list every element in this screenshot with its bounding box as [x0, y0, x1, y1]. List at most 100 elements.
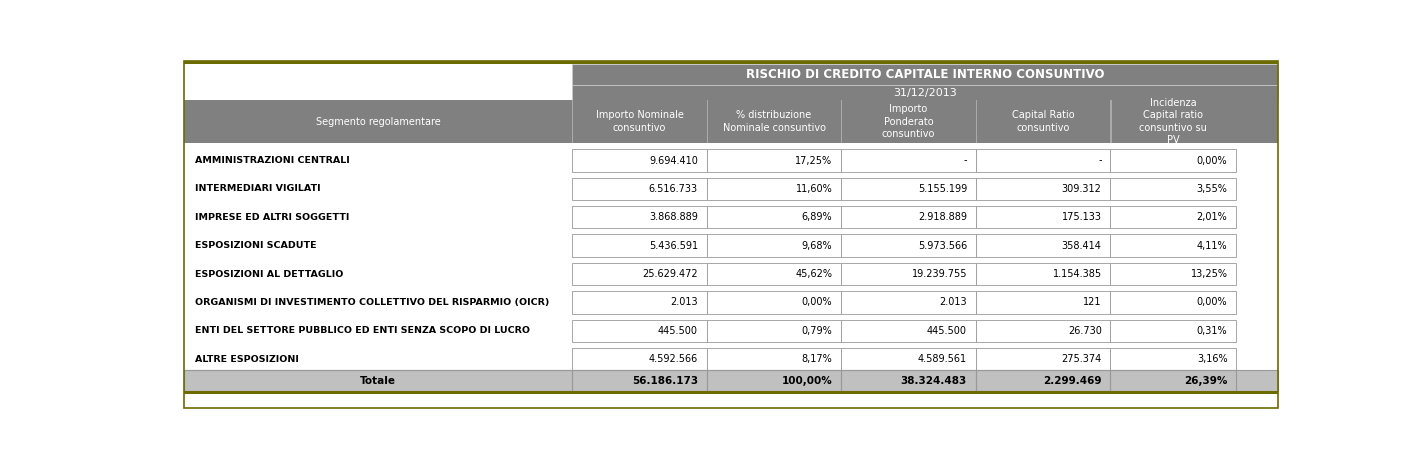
Bar [841, 178, 975, 200]
Text: 0,31%: 0,31% [1196, 326, 1228, 336]
Text: 2.918.889: 2.918.889 [918, 213, 967, 222]
Text: 309.312: 309.312 [1062, 184, 1102, 194]
Bar [1111, 149, 1236, 172]
Bar [707, 178, 841, 200]
Bar [184, 348, 1278, 371]
Text: 121: 121 [1084, 298, 1102, 307]
Text: 3.868.889: 3.868.889 [649, 213, 697, 222]
Text: 2,01%: 2,01% [1196, 213, 1228, 222]
Bar [572, 178, 707, 200]
Text: 38.324.483: 38.324.483 [901, 376, 967, 386]
Bar [1111, 371, 1236, 392]
Text: Importo
Ponderato
consuntivo: Importo Ponderato consuntivo [881, 104, 935, 139]
Text: 4,11%: 4,11% [1196, 241, 1228, 251]
Text: INTERMEDIARI VIGILATI: INTERMEDIARI VIGILATI [195, 185, 321, 193]
Text: 45,62%: 45,62% [796, 269, 833, 279]
Bar [572, 64, 1278, 85]
Bar [841, 206, 975, 228]
Bar [841, 319, 975, 342]
Bar [184, 64, 572, 85]
Text: 1.154.385: 1.154.385 [1052, 269, 1102, 279]
Text: AMMINISTRAZIONI CENTRALI: AMMINISTRAZIONI CENTRALI [195, 156, 349, 165]
Bar [975, 291, 1111, 313]
Bar [572, 291, 707, 313]
Text: -: - [1098, 155, 1102, 166]
Text: Importo Nominale
consuntivo: Importo Nominale consuntivo [596, 111, 683, 133]
Bar [1111, 319, 1236, 342]
Bar [184, 85, 572, 100]
Text: 0,00%: 0,00% [1196, 298, 1228, 307]
Bar [841, 291, 975, 313]
Text: 0,79%: 0,79% [801, 326, 833, 336]
Bar [975, 206, 1111, 228]
Text: 3,55%: 3,55% [1196, 184, 1228, 194]
Bar [975, 263, 1111, 285]
Text: Capital Ratio
consuntivo: Capital Ratio consuntivo [1012, 111, 1075, 133]
Text: 25.629.472: 25.629.472 [642, 269, 697, 279]
Bar [184, 291, 1278, 313]
Bar [707, 291, 841, 313]
Bar [707, 371, 841, 392]
Bar [572, 85, 1278, 100]
Bar [572, 234, 707, 257]
Text: 2.299.469: 2.299.469 [1044, 376, 1102, 386]
Text: 0,00%: 0,00% [801, 298, 833, 307]
Bar [572, 206, 707, 228]
Text: 6.516.733: 6.516.733 [649, 184, 697, 194]
Text: 9.694.410: 9.694.410 [649, 155, 697, 166]
Text: 13,25%: 13,25% [1191, 269, 1228, 279]
Text: 26.730: 26.730 [1068, 326, 1102, 336]
Text: ENTI DEL SETTORE PUBBLICO ED ENTI SENZA SCOPO DI LUCRO: ENTI DEL SETTORE PUBBLICO ED ENTI SENZA … [195, 326, 530, 335]
Text: 6,89%: 6,89% [801, 213, 833, 222]
Text: ALTRE ESPOSIZIONI: ALTRE ESPOSIZIONI [195, 355, 298, 364]
Bar [1111, 348, 1236, 371]
Text: Totale: Totale [359, 376, 396, 386]
Text: 26,39%: 26,39% [1184, 376, 1228, 386]
Bar [184, 392, 1278, 394]
Text: 31/12/2013: 31/12/2013 [893, 87, 957, 98]
Text: 275.374: 275.374 [1061, 354, 1102, 364]
Bar [975, 371, 1111, 392]
Bar [184, 263, 1278, 285]
Text: 3,16%: 3,16% [1196, 354, 1228, 364]
Bar [975, 234, 1111, 257]
Bar [1111, 206, 1236, 228]
Bar [184, 371, 1278, 392]
Text: -: - [964, 155, 967, 166]
Text: 9,68%: 9,68% [801, 241, 833, 251]
Text: 11,60%: 11,60% [796, 184, 833, 194]
Text: 56.186.173: 56.186.173 [632, 376, 697, 386]
Bar [707, 319, 841, 342]
Text: 2.013: 2.013 [670, 298, 697, 307]
Text: % distribuzione
Nominale consuntivo: % distribuzione Nominale consuntivo [723, 111, 826, 133]
Bar [184, 149, 1278, 172]
Text: 4.589.561: 4.589.561 [918, 354, 967, 364]
Bar [1111, 263, 1236, 285]
Text: ORGANISMI DI INVESTIMENTO COLLETTIVO DEL RISPARMIO (OICR): ORGANISMI DI INVESTIMENTO COLLETTIVO DEL… [195, 298, 549, 307]
Bar [572, 371, 707, 392]
Text: 5.155.199: 5.155.199 [918, 184, 967, 194]
Text: Incidenza
Capital ratio
consuntivo su
PV: Incidenza Capital ratio consuntivo su PV [1139, 98, 1208, 145]
Bar [707, 348, 841, 371]
Bar [975, 348, 1111, 371]
Bar [841, 234, 975, 257]
Bar [184, 100, 1278, 143]
Bar [975, 178, 1111, 200]
Bar [707, 263, 841, 285]
Text: ESPOSIZIONI AL DETTAGLIO: ESPOSIZIONI AL DETTAGLIO [195, 270, 344, 279]
Text: 17,25%: 17,25% [796, 155, 833, 166]
Text: Segmento regolamentare: Segmento regolamentare [315, 117, 441, 126]
Text: 19.239.755: 19.239.755 [911, 269, 967, 279]
Text: 358.414: 358.414 [1062, 241, 1102, 251]
Bar [572, 348, 707, 371]
Text: 5.973.566: 5.973.566 [918, 241, 967, 251]
Bar [572, 149, 707, 172]
Bar [707, 206, 841, 228]
Text: ESPOSIZIONI SCADUTE: ESPOSIZIONI SCADUTE [195, 241, 317, 250]
Text: 445.500: 445.500 [657, 326, 697, 336]
Bar [1111, 291, 1236, 313]
Text: 2.013: 2.013 [940, 298, 967, 307]
Bar [975, 319, 1111, 342]
Bar [841, 263, 975, 285]
Text: 5.436.591: 5.436.591 [649, 241, 697, 251]
